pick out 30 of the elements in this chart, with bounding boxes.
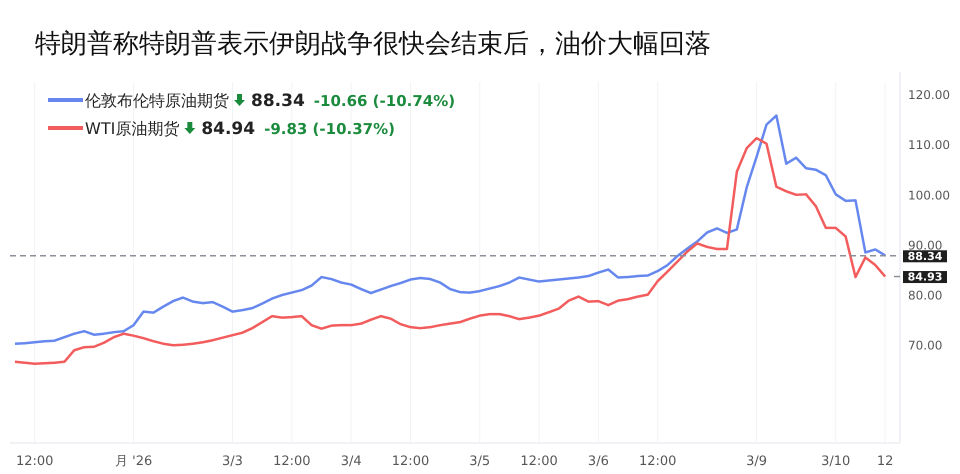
x-tick-label: 3/3 [222, 454, 243, 469]
legend-label: 伦敦布伦特原油期货 [85, 91, 229, 110]
x-tick-label: 3/5 [469, 454, 490, 469]
y-tick-label: 100.00 [908, 188, 950, 202]
annotation: -10.66 (-10.74%) [314, 92, 456, 110]
annotation: 84.94 [201, 119, 256, 139]
annotation: -9.83 (-10.37%) [264, 120, 395, 138]
x-tick-label: 3/6 [588, 454, 609, 469]
x-tick-label: 12:00 [520, 454, 558, 469]
x-tick-label: 3/9 [746, 454, 768, 469]
line-series [14, 114, 886, 345]
x-tick-label: 12:00 [16, 454, 54, 469]
x-tick-label: 12:00 [273, 454, 311, 469]
y-tick-label: 90.00 [908, 238, 942, 252]
x-tick-label: 12:00 [392, 454, 430, 469]
x-tick-label: 3/10 [821, 454, 850, 469]
y-tick-label: 80.00 [908, 288, 942, 303]
line-series [14, 136, 886, 366]
chart-title: 特朗普称特朗普表示伊朗战争很快会结束后，油价大幅回落 [35, 29, 711, 59]
text: 84.93 [908, 270, 942, 284]
y-tick-label: 120.00 [908, 88, 950, 102]
x-tick-label: 12:00 [638, 454, 676, 469]
y-tick-label: 110.00 [908, 138, 950, 152]
y-tick-label: 70.00 [908, 338, 942, 353]
annotation: 88.34 [251, 91, 305, 111]
x-tick-label: 3/4 [340, 454, 362, 469]
legend-label: WTI原油期货 [85, 119, 180, 138]
x-tick-label: 12 [876, 454, 894, 469]
ref-line-label: 88.34 [908, 250, 943, 263]
x-tick-label: 月 '26 [114, 454, 152, 469]
